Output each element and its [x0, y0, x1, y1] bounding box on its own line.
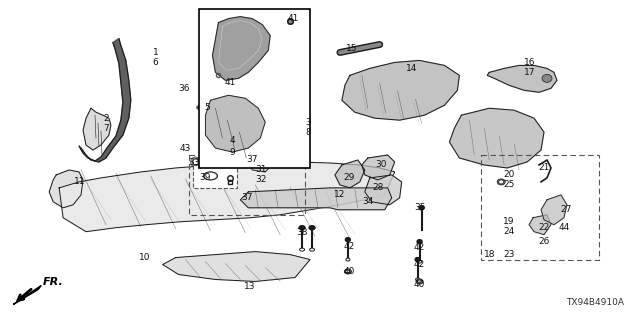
- Text: 30: 30: [375, 160, 387, 170]
- Ellipse shape: [346, 270, 350, 273]
- Text: 37: 37: [241, 193, 253, 202]
- Ellipse shape: [416, 279, 423, 284]
- Bar: [198, 9, 310, 168]
- Ellipse shape: [346, 258, 350, 261]
- Ellipse shape: [204, 172, 218, 180]
- Text: 17: 17: [524, 68, 536, 77]
- Ellipse shape: [193, 159, 198, 165]
- Text: 6: 6: [153, 58, 159, 67]
- Polygon shape: [163, 252, 310, 282]
- Text: 8: 8: [305, 128, 311, 137]
- Text: 11: 11: [74, 177, 86, 187]
- Text: 39: 39: [200, 173, 211, 182]
- Polygon shape: [79, 38, 131, 162]
- Text: 19: 19: [504, 217, 515, 226]
- Polygon shape: [529, 215, 551, 235]
- Ellipse shape: [191, 157, 200, 167]
- Text: 10: 10: [139, 253, 150, 262]
- Ellipse shape: [300, 248, 305, 251]
- Ellipse shape: [417, 240, 422, 244]
- Text: 5: 5: [205, 103, 211, 112]
- Ellipse shape: [346, 238, 350, 242]
- Ellipse shape: [309, 226, 315, 230]
- Polygon shape: [49, 170, 83, 208]
- Text: 22: 22: [538, 223, 550, 232]
- Text: 42: 42: [343, 242, 355, 251]
- Text: 41: 41: [225, 78, 236, 87]
- Text: 14: 14: [406, 64, 417, 73]
- Text: FR.: FR.: [44, 277, 64, 287]
- Text: 37: 37: [246, 156, 258, 164]
- Text: 33: 33: [188, 158, 199, 167]
- Polygon shape: [335, 160, 365, 188]
- Text: 9: 9: [230, 148, 236, 156]
- Polygon shape: [83, 108, 111, 150]
- Text: 7: 7: [103, 124, 109, 132]
- Text: TX94B4910A: TX94B4910A: [566, 298, 623, 307]
- Text: 34: 34: [362, 197, 374, 206]
- Text: 42: 42: [414, 243, 425, 252]
- Text: 40: 40: [414, 280, 425, 289]
- Text: 29: 29: [343, 173, 355, 182]
- Ellipse shape: [542, 74, 552, 82]
- Ellipse shape: [310, 248, 314, 251]
- Text: 27: 27: [560, 205, 572, 214]
- Text: 26: 26: [538, 237, 550, 246]
- Text: 38: 38: [296, 228, 308, 237]
- Text: 1: 1: [153, 48, 159, 57]
- Polygon shape: [241, 188, 392, 210]
- Polygon shape: [342, 60, 460, 120]
- Bar: [481, 155, 599, 260]
- Ellipse shape: [417, 280, 422, 283]
- Polygon shape: [13, 285, 41, 304]
- Text: 15: 15: [346, 44, 358, 53]
- Polygon shape: [487, 65, 557, 92]
- Polygon shape: [449, 108, 544, 168]
- Polygon shape: [205, 95, 265, 152]
- Text: 36: 36: [178, 84, 189, 93]
- Ellipse shape: [344, 269, 351, 274]
- Polygon shape: [59, 162, 395, 232]
- Ellipse shape: [205, 173, 216, 179]
- Text: 42: 42: [414, 260, 425, 269]
- Text: 44: 44: [558, 223, 570, 232]
- Polygon shape: [362, 155, 395, 180]
- Ellipse shape: [419, 206, 424, 210]
- Text: 24: 24: [504, 227, 515, 236]
- Text: 12: 12: [334, 190, 346, 199]
- Bar: [189, 155, 305, 215]
- Bar: [193, 165, 237, 188]
- Text: 41: 41: [287, 14, 299, 23]
- Text: 32: 32: [255, 175, 267, 184]
- Polygon shape: [248, 155, 272, 172]
- Text: 35: 35: [414, 203, 426, 212]
- Polygon shape: [365, 175, 402, 205]
- Polygon shape: [212, 17, 270, 80]
- Text: 20: 20: [504, 171, 515, 180]
- Text: 21: 21: [538, 164, 550, 172]
- Text: 3: 3: [305, 118, 311, 127]
- Text: 4: 4: [230, 136, 235, 145]
- Ellipse shape: [497, 179, 505, 185]
- Text: 40: 40: [343, 267, 355, 276]
- Text: 18: 18: [483, 250, 495, 259]
- Ellipse shape: [415, 278, 420, 281]
- Text: 25: 25: [504, 180, 515, 189]
- Ellipse shape: [499, 180, 504, 184]
- Text: 2: 2: [103, 114, 109, 123]
- Text: 13: 13: [244, 282, 255, 291]
- Ellipse shape: [299, 226, 305, 230]
- Text: 16: 16: [524, 58, 536, 67]
- Text: 28: 28: [372, 183, 383, 192]
- Ellipse shape: [415, 258, 420, 261]
- Ellipse shape: [417, 260, 422, 263]
- Polygon shape: [541, 195, 567, 225]
- Text: 23: 23: [504, 250, 515, 259]
- Text: 43: 43: [180, 144, 191, 153]
- Text: 31: 31: [255, 165, 267, 174]
